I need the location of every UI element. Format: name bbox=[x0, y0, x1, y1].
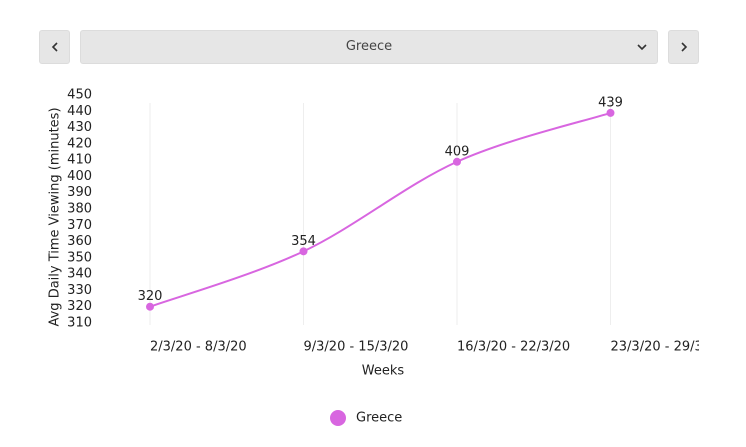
y-tick-label: 410 bbox=[67, 153, 92, 168]
data-label: 320 bbox=[138, 289, 163, 304]
point bbox=[606, 108, 615, 117]
y-tick-label: 330 bbox=[67, 283, 92, 298]
x-axis-title: Weeks bbox=[362, 364, 405, 379]
x-tick-label: 2/3/20 - 8/3/20 bbox=[150, 340, 247, 355]
data-label: 354 bbox=[291, 234, 316, 249]
y-tick-label: 400 bbox=[67, 169, 92, 184]
y-tick-label: 440 bbox=[67, 104, 92, 119]
y-tick-label: 350 bbox=[67, 250, 92, 265]
line bbox=[149, 111, 611, 308]
data-label: 409 bbox=[445, 144, 470, 159]
y-tick-label: 340 bbox=[67, 267, 92, 282]
y-tick-label: 420 bbox=[67, 136, 92, 151]
y-tick-label: 370 bbox=[67, 218, 92, 233]
y-tick-label: 380 bbox=[67, 202, 92, 217]
chevron-left bbox=[51, 42, 58, 52]
y-axis-title: Avg Daily Time Viewing (minutes) bbox=[48, 107, 63, 326]
x-tick-label: 23/3/20 - 29/3/20 bbox=[611, 340, 724, 355]
chevron-right bbox=[681, 42, 688, 52]
y-tick-label: 310 bbox=[67, 316, 92, 331]
previous-button[interactable] bbox=[39, 30, 70, 64]
chevron-down bbox=[637, 44, 647, 51]
legend-marker bbox=[330, 410, 346, 426]
plot-area: 2/3/20 - 8/3/20 9/3/20 - 15/3/20 16/3/20 -… bbox=[138, 95, 724, 355]
point bbox=[299, 247, 308, 256]
y-tick-label: 450 bbox=[67, 88, 92, 103]
point bbox=[146, 302, 154, 311]
select-value: Greece bbox=[345, 39, 393, 54]
data-label: 439 bbox=[598, 95, 623, 110]
point bbox=[453, 157, 461, 166]
y-tick-label: 390 bbox=[67, 185, 92, 200]
legend-label: Greece bbox=[356, 411, 402, 426]
country-select[interactable]: Greece bbox=[80, 30, 658, 64]
next-button[interactable] bbox=[668, 30, 699, 64]
y-tick-label: 320 bbox=[67, 299, 92, 314]
x-tick-label: 16/3/20 - 22/3/20 bbox=[457, 340, 570, 355]
y-tick-label: 360 bbox=[67, 234, 92, 249]
y-tick-label: 430 bbox=[67, 120, 92, 135]
x-tick-label: 9/3/20 - 15/3/20 bbox=[304, 340, 409, 355]
